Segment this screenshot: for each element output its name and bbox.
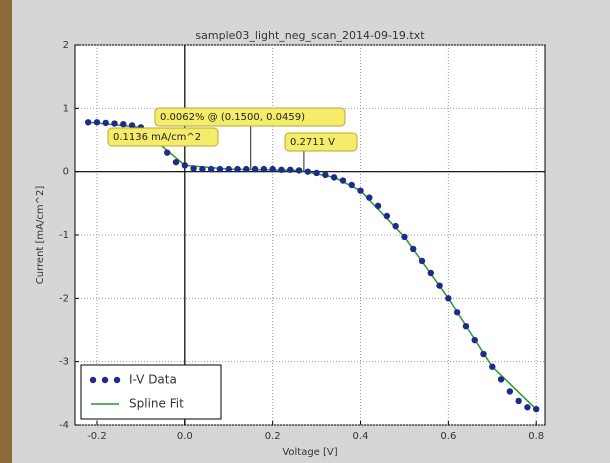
data-point (260, 165, 268, 173)
data-point (84, 119, 92, 126)
data-point (366, 194, 373, 201)
x-axis-label: Voltage [V] (282, 447, 337, 458)
data-point (278, 166, 285, 173)
data-point (462, 323, 470, 330)
data-point (287, 166, 294, 173)
data-point (401, 233, 408, 241)
legend-label: Spline Fit (129, 397, 184, 411)
x-tick-label: 0.6 (440, 431, 456, 442)
annotation-box (107, 127, 219, 147)
data-point (313, 169, 320, 177)
data-point (471, 336, 478, 344)
annotation-box (154, 107, 346, 127)
data-point (251, 165, 259, 173)
data-point (322, 171, 329, 179)
data-point (199, 165, 206, 173)
data-point (445, 295, 452, 302)
data-point (383, 212, 391, 220)
data-point (348, 181, 355, 189)
legend-box (80, 364, 222, 420)
data-point (128, 122, 136, 129)
data-point (392, 222, 399, 230)
data-point (216, 165, 224, 173)
data-point (164, 149, 171, 156)
data-point (190, 165, 197, 172)
x-tick-label: 0.2 (265, 431, 281, 442)
legend-swatch (101, 376, 109, 384)
data-point (207, 165, 215, 173)
data-point (243, 165, 250, 173)
x-tick-label: 0.4 (353, 431, 369, 442)
data-point (497, 376, 505, 383)
data-point (181, 162, 189, 169)
data-point (506, 388, 514, 395)
annotation-box (284, 132, 358, 152)
data-point (234, 165, 241, 173)
y-tick-label: 1 (63, 103, 69, 114)
annotation-text: 0.2711 V (290, 137, 335, 148)
data-point (120, 120, 127, 128)
annotation-text: 0.1136 mA/cm^2 (113, 132, 201, 143)
x-tick-label: -0.2 (87, 431, 107, 442)
data-point (533, 405, 540, 413)
data-point (304, 168, 312, 175)
data-point (453, 309, 461, 316)
data-point (357, 187, 364, 194)
y-tick-label: 0 (63, 167, 69, 178)
annotation-text: 0.0062% @ (0.1500, 0.0459) (160, 112, 305, 123)
data-point (374, 202, 382, 210)
data-point (436, 282, 443, 289)
wallpaper-strip (0, 0, 12, 463)
data-point (93, 119, 101, 126)
data-point (102, 119, 109, 127)
x-tick-label: 0.0 (177, 431, 193, 442)
y-axis-label: Current [mA/cm^2] (35, 186, 46, 285)
legend-label: I-V Data (129, 373, 177, 387)
y-tick-label: -4 (59, 420, 69, 431)
data-point (269, 165, 276, 173)
y-tick-label: -2 (59, 293, 69, 304)
data-point (515, 397, 522, 405)
data-point (480, 350, 487, 358)
data-point (295, 167, 303, 174)
y-tick-label: 2 (63, 40, 69, 51)
y-tick-label: -1 (59, 230, 69, 241)
data-point (172, 158, 180, 166)
chart-title: sample03_light_neg_scan_2014-09-19.txt (195, 29, 425, 42)
data-point (225, 165, 232, 173)
data-point (418, 257, 426, 265)
data-point (489, 363, 496, 370)
data-point (330, 174, 338, 181)
x-tick-label: 0.8 (528, 431, 544, 442)
data-point (524, 404, 531, 411)
legend-swatch (89, 376, 97, 384)
data-point (410, 245, 417, 253)
data-point (111, 120, 118, 127)
legend-swatch (113, 376, 121, 384)
data-point (339, 177, 347, 184)
data-point (427, 269, 434, 277)
y-tick-label: -3 (59, 357, 69, 368)
